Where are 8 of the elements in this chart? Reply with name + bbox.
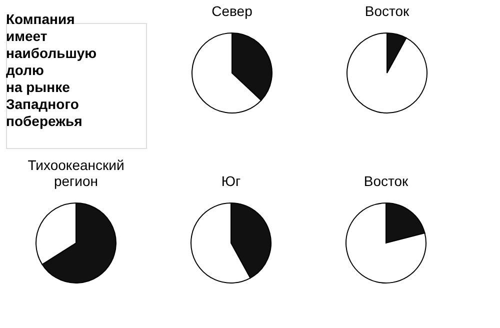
pie-slice (346, 202, 426, 284)
pie-slice (346, 32, 428, 114)
chart-title: Восток (364, 173, 410, 189)
text: Компания имеет наибольшую долю на рынке Западного побережья (6, 11, 97, 129)
chart-title: Юг (221, 173, 241, 189)
chart-title: Восток (364, 3, 410, 19)
chart-title: Север (212, 3, 253, 19)
chart-title: Тихоокеанский регион (28, 157, 124, 189)
